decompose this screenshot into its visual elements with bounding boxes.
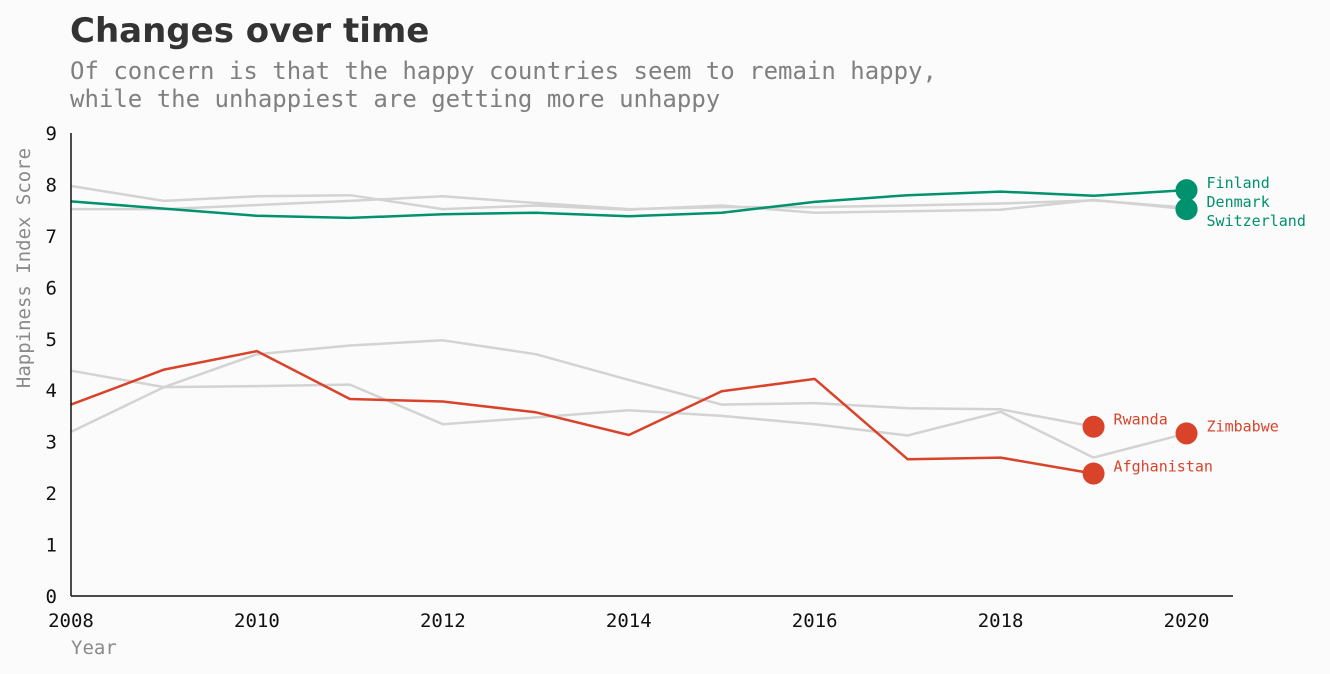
y-tick-label-8: 8: [46, 174, 57, 196]
endpoint-marker-finland: [1175, 179, 1198, 202]
series-line-afghanistan: [70, 349, 1094, 475]
chart-title: Changes over time: [70, 11, 429, 51]
series-layer: [70, 184, 1187, 475]
endpoint-marker-afghanistan: [1082, 462, 1105, 485]
endpoint-marker-rwanda: [1082, 415, 1105, 438]
endpoint-label-switzerland: Switzerland: [1207, 212, 1306, 230]
y-tick-label-9: 9: [46, 123, 57, 145]
x-tick-label-2020: 2020: [1164, 610, 1210, 632]
endpoint-marker-zimbabwe: [1175, 422, 1198, 445]
y-tick-label-4: 4: [46, 380, 57, 402]
endpoint-label-denmark: Denmark: [1207, 193, 1270, 211]
tick-label-layer: 2008 2010 2012 2014 2016 2018 2020 0 1 2 3 4 5 6 7 8 9: [46, 123, 1210, 632]
x-axis-label: Year: [71, 637, 117, 659]
y-tick-label-1: 1: [46, 535, 57, 557]
y-tick-label-2: 2: [46, 483, 57, 505]
y-axis-label: Happiness Index Score: [13, 148, 35, 388]
x-tick-label-2018: 2018: [978, 610, 1024, 632]
y-tick-label-3: 3: [46, 432, 57, 454]
x-tick-label-2016: 2016: [792, 610, 838, 632]
endpoint-label-afghanistan: Afghanistan: [1114, 458, 1213, 476]
series-line-context-2: [70, 369, 1187, 459]
y-tick-label-0: 0: [46, 586, 57, 608]
series-line-context-3: [70, 339, 1094, 434]
chart-subtitle-line-2: while the unhappiest are getting more un…: [70, 85, 720, 113]
x-tick-label-2010: 2010: [234, 610, 280, 632]
series-line-finland: [70, 188, 1187, 220]
endpoint-marker-switzerland: [1175, 198, 1198, 221]
y-tick-label-5: 5: [46, 329, 57, 351]
chart-subtitle-line-1: Of concern is that the happy countries s…: [70, 57, 937, 85]
endpoint-label-finland: Finland: [1207, 174, 1270, 192]
x-tick-label-2008: 2008: [48, 610, 94, 632]
y-tick-label-6: 6: [46, 277, 57, 299]
y-tick-label-7: 7: [46, 226, 57, 248]
series-line-context-1: [71, 195, 1187, 211]
endpoint-label-rwanda: Rwanda: [1114, 411, 1168, 429]
x-tick-label-2014: 2014: [606, 610, 652, 632]
x-tick-label-2012: 2012: [420, 610, 466, 632]
endpoint-label-zimbabwe: Zimbabwe: [1207, 417, 1279, 435]
